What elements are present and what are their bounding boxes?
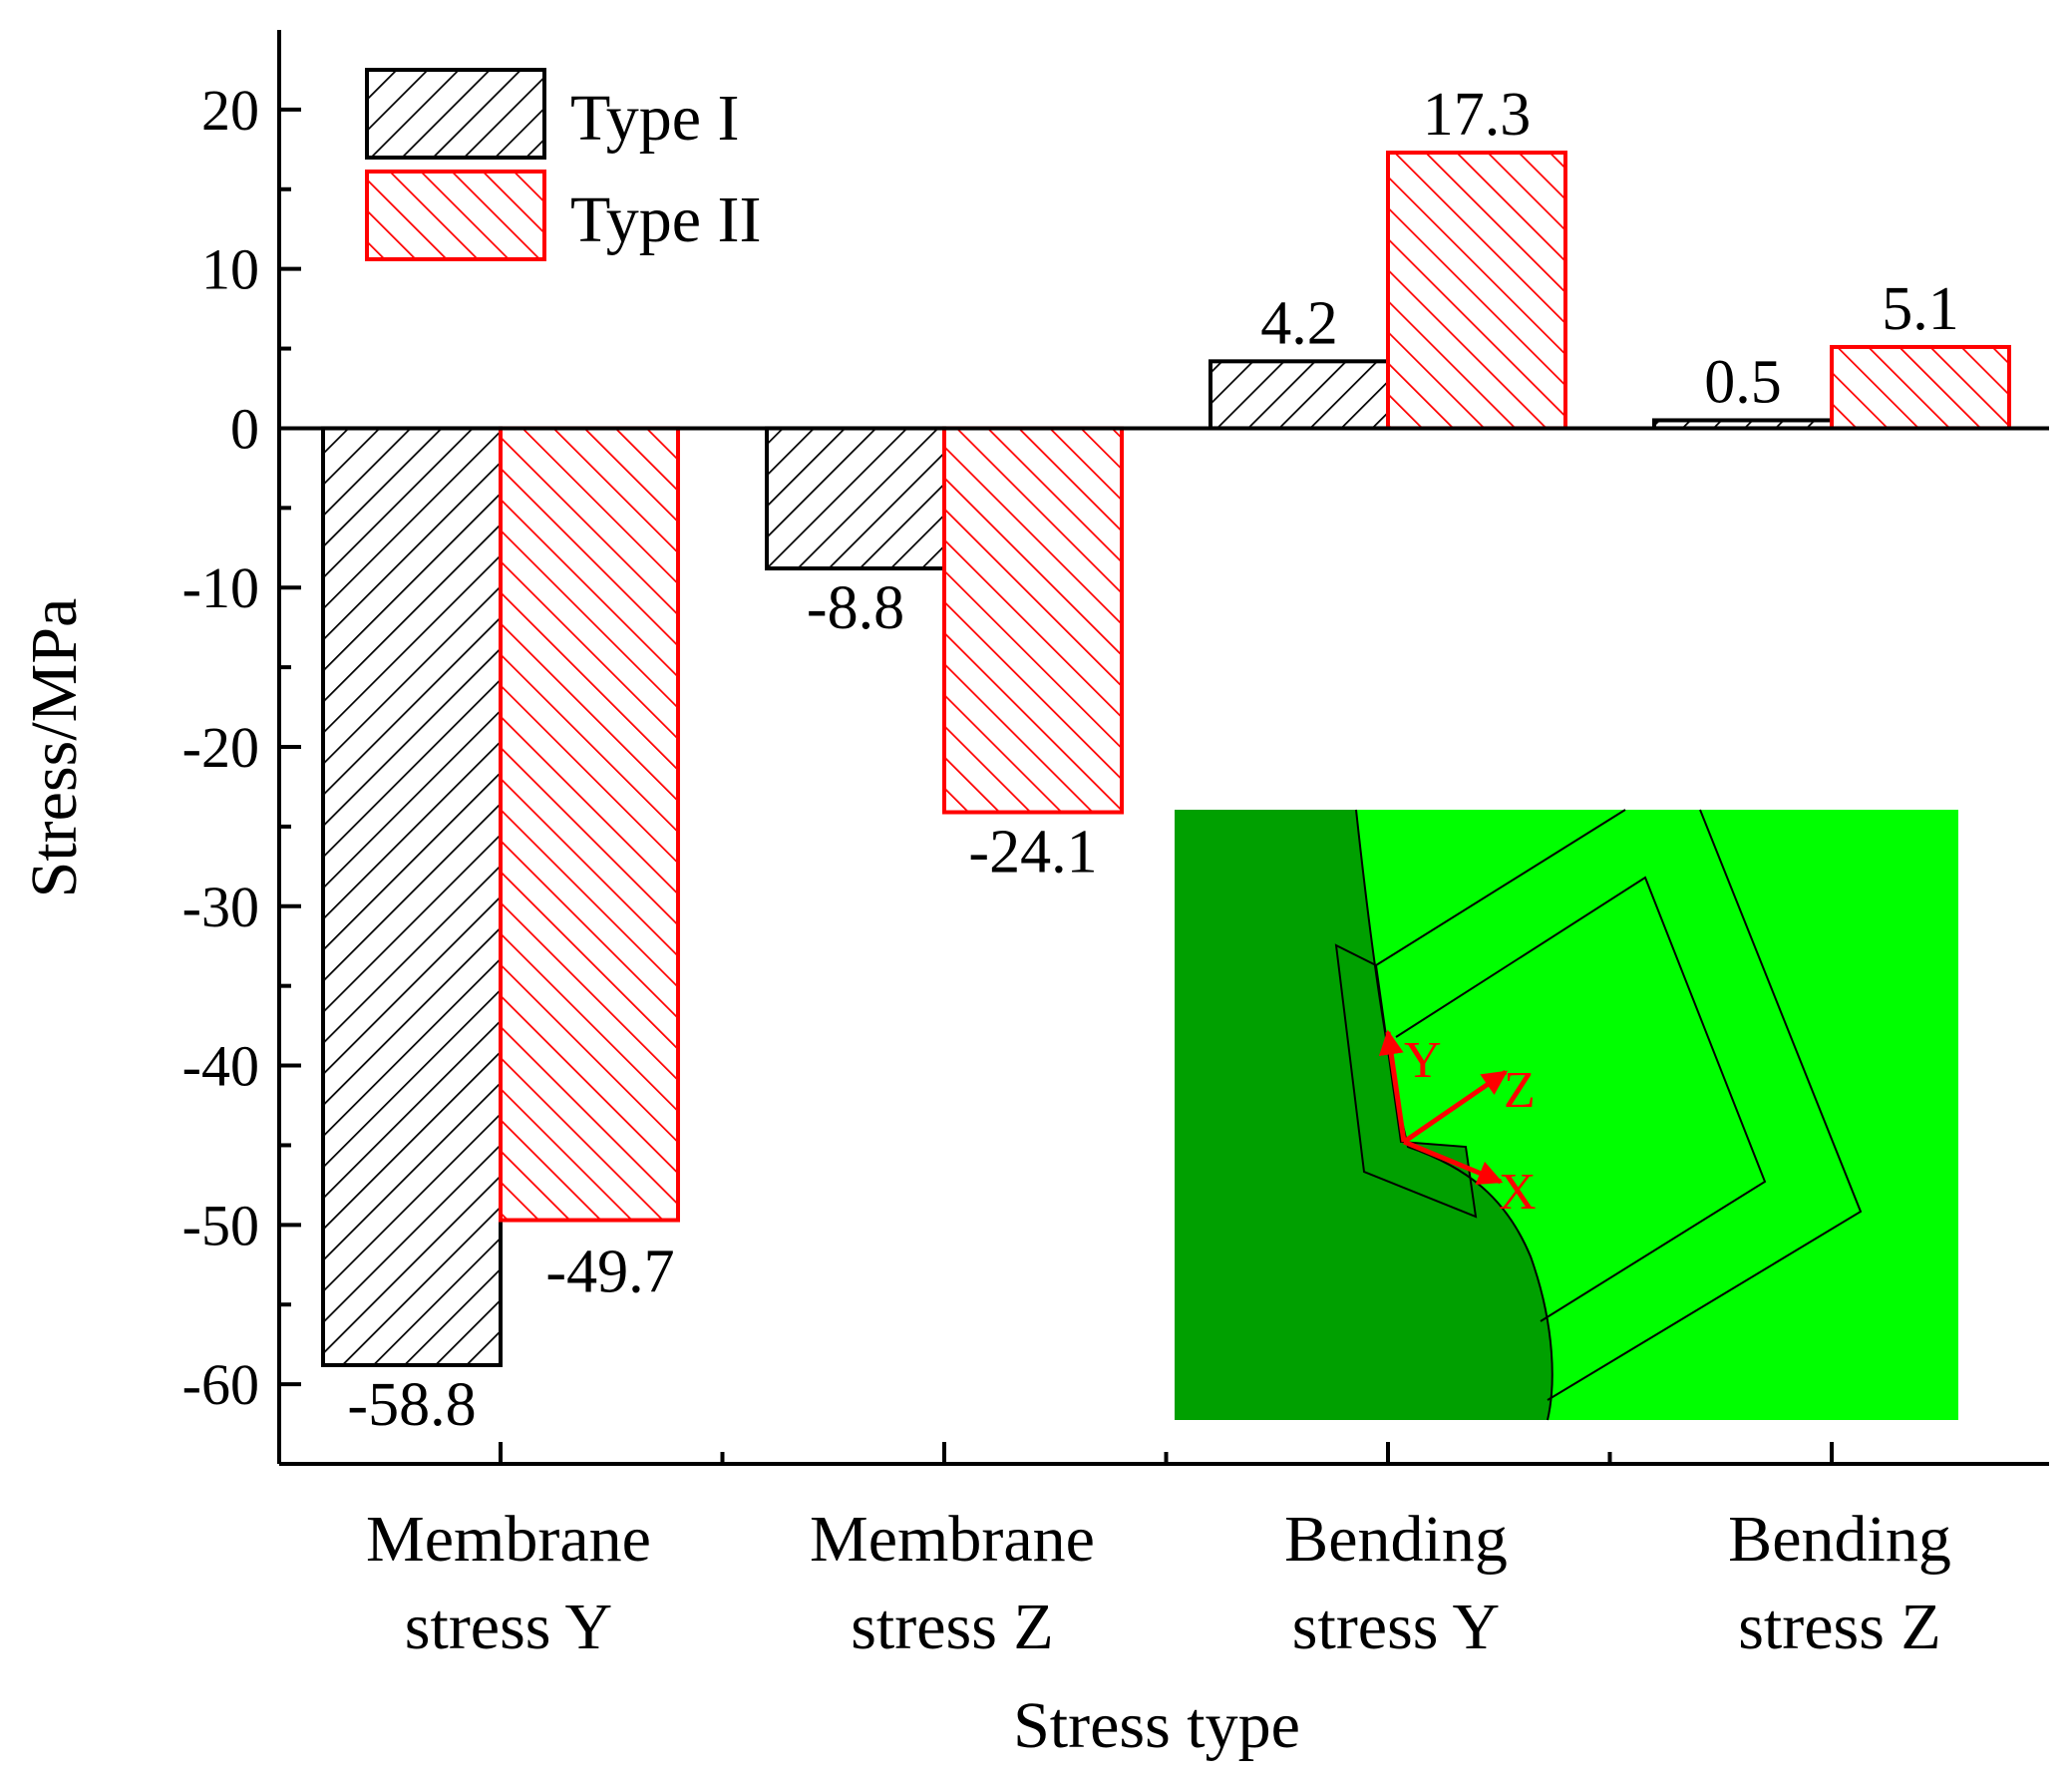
category-label-1: Membrane: [810, 1503, 1095, 1576]
category-label-0: Membrane: [366, 1503, 651, 1576]
y-tick-label: 10: [201, 237, 259, 302]
y-tick-label: 0: [230, 396, 259, 461]
category-labels: Membrane stress Y Membrane stress Z Bending s…: [366, 1503, 1951, 1663]
legend[interactable]: Type I Type II: [365, 68, 761, 261]
y-tick-label: 20: [201, 78, 259, 143]
y-ticks: 20 10 0 -10 -20 -30 -40 -50 -60: [182, 78, 301, 1417]
y-tick-label: -40: [182, 1034, 259, 1099]
data-labels: -58.8 -8.8 4.2 0.5 -49.7 -24.1 17.3 5.1: [347, 81, 1958, 1439]
x-axis-arrow-icon: [1403, 1139, 1504, 1185]
bar-type-i-1: [765, 426, 946, 571]
category-label-2: stress Y: [1292, 1591, 1500, 1663]
x-axis-title: Stress type: [1013, 1689, 1300, 1762]
inset-dark-edge: [1355, 809, 1554, 1421]
category-label-3: stress Z: [1738, 1591, 1940, 1663]
inset-model-image: Y Z X: [1175, 809, 1958, 1421]
y-tick-label: -10: [182, 555, 259, 620]
data-label-type-ii-1: -24.1: [968, 819, 1097, 887]
inset-outer-square: [1547, 809, 1863, 1401]
legend-label-type-ii: Type II: [570, 183, 761, 256]
category-label-0: stress Y: [405, 1591, 612, 1663]
data-label-type-i-1: -8.8: [807, 574, 904, 642]
data-label-type-ii-3: 5.1: [1882, 275, 1959, 343]
bar-type-ii-0: [499, 426, 680, 1223]
category-label-1: stress Z: [851, 1591, 1053, 1663]
x-ticks: [499, 1442, 1834, 1464]
data-label-type-ii-2: 17.3: [1423, 81, 1532, 149]
category-label-2: Bending: [1284, 1503, 1508, 1576]
category-label-3: Bending: [1728, 1503, 1951, 1576]
inset-inner-square: [1395, 876, 1767, 1322]
y-axis-title: Stress/MPa: [18, 598, 91, 898]
data-label-type-i-3: 0.5: [1704, 348, 1782, 416]
legend-item-type-ii[interactable]: Type II: [365, 170, 761, 261]
bar-type-ii-2: [1386, 151, 1567, 431]
z-axis-arrow-icon: [1402, 1069, 1509, 1145]
legend-swatch-type-i: [365, 68, 546, 160]
inset-axis-label-z: Z: [1504, 1062, 1536, 1119]
legend-swatch-type-ii: [365, 170, 546, 261]
bar-type-i-2: [1209, 359, 1390, 431]
bar-type-ii-1: [942, 426, 1124, 815]
inset-axis-label-y: Y: [1404, 1032, 1442, 1089]
y-tick-label: -30: [182, 875, 259, 939]
y-tick-label: -60: [182, 1352, 259, 1417]
y-tick-label: -20: [182, 715, 259, 780]
data-label-type-i-0: -58.8: [347, 1371, 476, 1439]
legend-label-type-i: Type I: [570, 82, 739, 155]
data-label-type-i-2: 4.2: [1260, 289, 1338, 357]
bar-type-i-0: [321, 426, 503, 1367]
y-tick-label: -50: [182, 1193, 259, 1257]
y-axis-arrow-icon: [1378, 1029, 1407, 1143]
inset-axis-label-x: X: [1499, 1164, 1537, 1221]
inset-outer-frame-line: [1375, 809, 1626, 966]
legend-item-type-i[interactable]: Type I: [365, 68, 739, 160]
data-label-type-ii-0: -49.7: [545, 1239, 674, 1306]
bar-type-ii-3: [1830, 344, 2011, 431]
